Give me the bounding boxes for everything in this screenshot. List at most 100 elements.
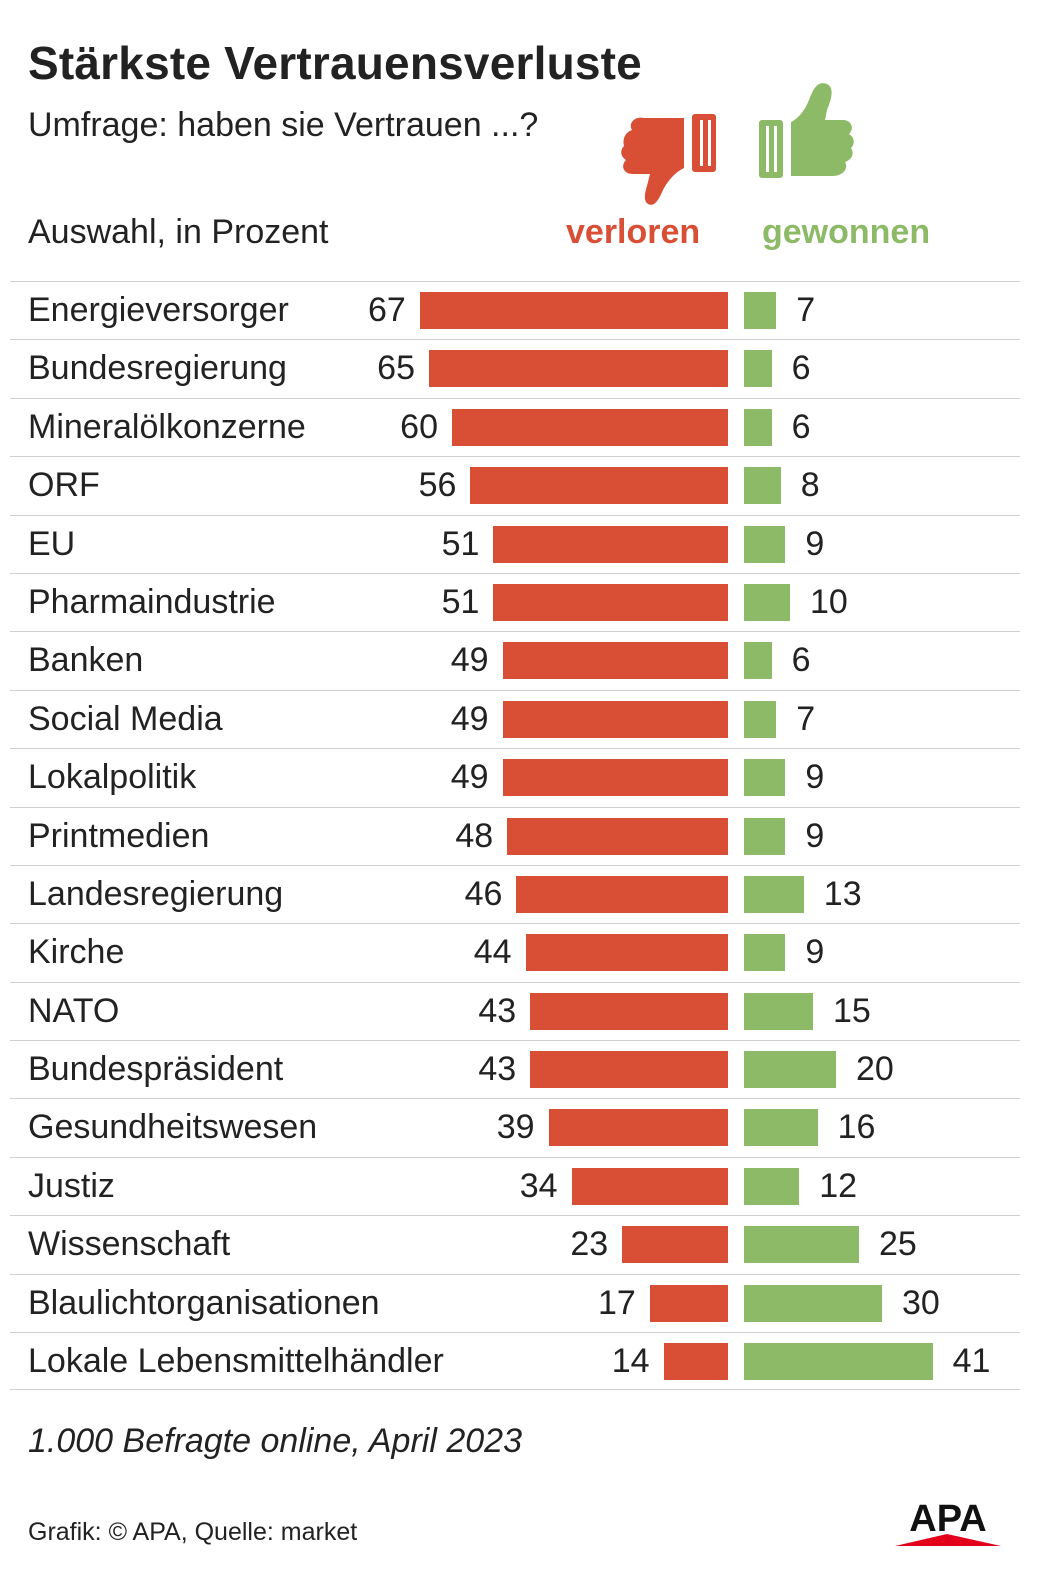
bar-lost <box>470 467 728 505</box>
bar-chart: Energieversorger 67 7 Bundesregierung 65 6 Min… <box>10 281 1020 1391</box>
value-lost: 43 <box>478 1050 517 1089</box>
bar-won <box>744 350 772 388</box>
bar-lost <box>502 642 728 680</box>
value-lost: 34 <box>519 1166 558 1205</box>
value-won: 15 <box>833 991 871 1030</box>
bar-won <box>744 875 804 913</box>
legend-won: gewonnen <box>762 213 931 251</box>
category-label: Printmedien <box>28 816 210 855</box>
category-label: Bundesregierung <box>28 349 287 388</box>
value-won: 7 <box>796 291 816 329</box>
value-lost: 51 <box>441 582 480 621</box>
apa-logo: APA <box>895 1498 1001 1546</box>
value-lost: 51 <box>441 524 480 563</box>
chart-row: Landesregierung 46 13 <box>10 864 1020 923</box>
footnote: 1.000 Befragte online, April 2023 <box>28 1422 522 1460</box>
chart-row: NATO 43 15 <box>10 981 1020 1040</box>
chart-subtitle: Umfrage: haben sie Vertrauen ...? <box>28 106 539 144</box>
bar-lost <box>419 292 728 329</box>
chart-row: Lokale Lebensmittelhändler 14 41 <box>10 1332 1020 1391</box>
bar-lost <box>530 1051 728 1089</box>
source-credit: Grafik: © APA, Quelle: market <box>28 1518 358 1546</box>
chart-title: Stärkste Vertrauensverluste <box>28 37 642 89</box>
chart-row: Gesundheitswesen 39 16 <box>10 1098 1020 1156</box>
value-lost: 49 <box>450 758 489 797</box>
value-lost: 49 <box>450 699 489 738</box>
category-label: Bundespräsident <box>28 1050 284 1089</box>
bar-lost <box>452 408 728 446</box>
bar-lost <box>622 1226 728 1264</box>
category-label: Energieversorger <box>28 291 289 329</box>
value-won: 6 <box>791 407 811 446</box>
bar-lost <box>493 583 728 621</box>
category-label: EU <box>28 524 76 563</box>
chart-row: Justiz 34 12 <box>10 1156 1020 1215</box>
apa-logo-text: APA <box>909 1498 986 1540</box>
chart-row: Mineralölkonzerne 60 6 <box>10 397 1020 456</box>
category-label: Social Media <box>28 699 223 738</box>
value-won: 9 <box>805 524 825 563</box>
value-lost: 23 <box>570 1225 609 1264</box>
bar-won <box>744 642 772 680</box>
bar-won <box>744 1051 836 1089</box>
chart-row: EU 51 9 <box>10 514 1020 573</box>
bar-won <box>744 934 786 972</box>
chart-row: Wissenschaft 23 25 <box>10 1215 1020 1273</box>
bar-won <box>744 583 790 621</box>
bar-won <box>744 700 777 738</box>
category-label: Kirche <box>28 933 125 972</box>
value-won: 9 <box>805 933 825 972</box>
category-label: Pharmaindustrie <box>28 582 276 621</box>
chart-row: Bundespräsident 43 20 <box>10 1040 1020 1098</box>
value-won: 25 <box>879 1225 917 1264</box>
category-label: ORF <box>28 466 100 505</box>
value-lost: 60 <box>400 407 438 446</box>
value-lost: 56 <box>418 466 457 505</box>
category-label: NATO <box>28 991 120 1030</box>
chart-row: Pharmaindustrie 51 10 <box>10 572 1020 631</box>
category-label: Lokale Lebensmittelhändler <box>28 1342 444 1381</box>
chart-row: Blaulichtorganisationen 17 30 <box>10 1273 1020 1332</box>
value-lost: 39 <box>496 1108 535 1147</box>
chart-row: Kirche 44 9 <box>10 923 1020 981</box>
value-won: 9 <box>805 758 825 797</box>
bar-won <box>744 292 777 329</box>
bar-lost <box>502 759 728 797</box>
value-won: 8 <box>800 466 820 505</box>
bar-lost <box>548 1109 728 1147</box>
bar-lost <box>507 817 728 855</box>
category-label: Blaulichtorganisationen <box>28 1283 380 1322</box>
value-won: 13 <box>823 874 862 913</box>
value-won: 16 <box>837 1108 876 1147</box>
chart-row: Banken 49 6 <box>10 631 1020 689</box>
value-won: 30 <box>902 1283 940 1322</box>
value-lost: 65 <box>377 349 415 388</box>
category-label: Gesundheitswesen <box>28 1108 318 1147</box>
bar-won <box>744 817 786 855</box>
legend-lost: verloren <box>566 213 701 251</box>
category-label: Wissenschaft <box>28 1225 231 1264</box>
bar-won <box>744 1109 818 1147</box>
bar-won <box>744 759 786 797</box>
bar-won <box>744 408 772 446</box>
bar-lost <box>525 934 728 972</box>
category-label: Lokalpolitik <box>28 758 197 797</box>
bar-lost <box>649 1284 728 1322</box>
bar-lost <box>530 992 728 1030</box>
bar-lost <box>663 1343 728 1381</box>
value-won: 6 <box>791 641 811 680</box>
value-won: 9 <box>805 816 825 855</box>
thumbs-down-icon <box>621 114 716 205</box>
value-won: 6 <box>791 349 811 388</box>
value-lost: 43 <box>478 991 517 1030</box>
bar-won <box>744 1167 800 1205</box>
value-lost: 67 <box>367 291 406 329</box>
value-lost: 48 <box>455 816 494 855</box>
unit-note: Auswahl, in Prozent <box>28 213 329 251</box>
thumbs-up-icon <box>759 83 854 178</box>
value-lost: 49 <box>450 641 489 680</box>
chart-row: Bundesregierung 65 6 <box>10 339 1020 397</box>
value-won: 10 <box>810 582 848 621</box>
category-label: Justiz <box>28 1166 115 1205</box>
bar-won <box>744 1343 933 1381</box>
